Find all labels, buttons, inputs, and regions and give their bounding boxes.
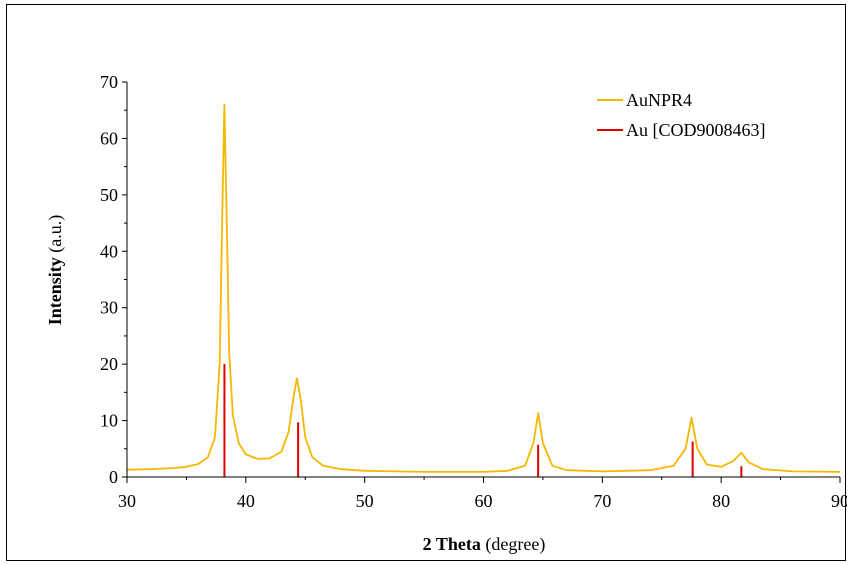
- y-tick-label: 30: [100, 298, 118, 318]
- axes: Intensity (a.u.) 2 Theta (degree) 0 10 20 3…: [45, 72, 847, 555]
- y-tick-label: 50: [100, 185, 118, 205]
- plot-area: [126, 103, 841, 477]
- series-line-aunpr4: [126, 103, 841, 473]
- y-tick-label: 0: [109, 467, 118, 487]
- x-tick-label: 90: [831, 491, 847, 511]
- y-tick-label: 40: [100, 241, 118, 261]
- x-tick-label: 50: [356, 491, 374, 511]
- xrd-chart: Intensity (a.u.) 2 Theta (degree) 0 10 20 3…: [45, 72, 847, 555]
- x-tick-label: 30: [118, 491, 136, 511]
- y-tick-label: 70: [100, 72, 118, 92]
- y-tick-label: 60: [100, 128, 118, 148]
- x-tick-label: 80: [712, 491, 730, 511]
- x-axis-title: 2 Theta (degree): [423, 534, 546, 555]
- legend-label-aunpr4: AuNPR4: [626, 90, 692, 110]
- y-tick-label: 10: [100, 411, 118, 431]
- y-tick-label: 20: [100, 354, 118, 374]
- x-tick-label: 40: [237, 491, 255, 511]
- legend-label-au-reference: Au [COD9008463]: [626, 120, 766, 140]
- chart-frame: Intensity (a.u.) 2 Theta (degree) 0 10 20 3…: [6, 4, 847, 561]
- legend: AuNPR4 Au [COD9008463]: [597, 90, 766, 140]
- x-tick-label: 70: [593, 491, 611, 511]
- x-tick-label: 60: [475, 491, 493, 511]
- y-axis-title: Intensity (a.u.): [45, 215, 66, 326]
